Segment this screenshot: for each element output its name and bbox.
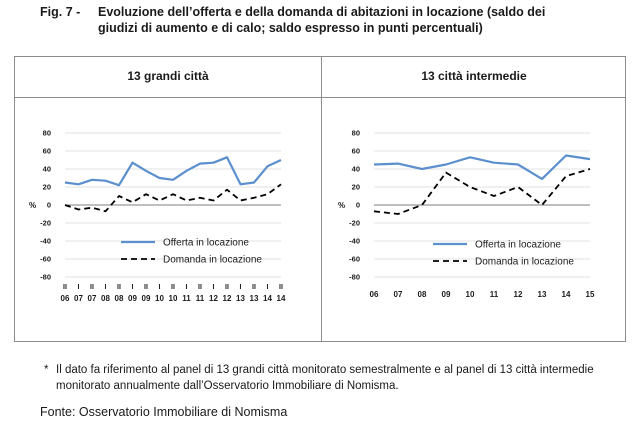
x-tick-label: 13: [538, 290, 547, 299]
x-tick-period-label: II: [198, 284, 202, 291]
y-tick-label: -40: [40, 237, 51, 246]
x-tick-period-label: I: [213, 284, 215, 291]
x-tick-label: 14: [562, 290, 571, 299]
legend-label: Offerta in locazione: [475, 240, 561, 251]
footnote: * Il dato fa riferimento al panel di 13 …: [44, 362, 626, 394]
x-tick-period-label: II: [279, 284, 283, 291]
figure-number: Fig. 7 -: [40, 5, 81, 19]
x-tick-period-label: I: [78, 284, 80, 291]
footnote-marker: *: [44, 364, 49, 376]
x-tick-period-label: II: [90, 284, 94, 291]
x-tick-label: 14: [263, 294, 272, 303]
x-tick-label: 08: [101, 294, 110, 303]
charts-canvas: 80 60 40 20 0 -20 -40 -60 -80% 06 07 07 08 08 09 09 10 10…: [29, 129, 595, 304]
x-tick-label: 11: [196, 294, 205, 303]
x-tick-period-label: I: [132, 284, 134, 291]
x-tick-period-label: II: [144, 284, 148, 291]
x-tick-label: 10: [155, 294, 164, 303]
x-tick-period-label: I: [186, 284, 188, 291]
x-tick-label: 09: [142, 294, 151, 303]
panel-title-citta-intermedie: 13 città intermedie: [421, 69, 527, 83]
y-tick-label: -20: [40, 219, 51, 228]
legend-label: Offerta in locazione: [163, 238, 249, 249]
x-tick-period-label: I: [159, 284, 161, 291]
x-tick-label: 09: [442, 290, 451, 299]
x-tick-label: 13: [250, 294, 259, 303]
x-tick-period-label: II: [117, 284, 121, 291]
y-tick-label: 40: [43, 165, 51, 174]
x-tick-period-label: I: [240, 284, 242, 291]
source-line: Fonte: Osservatorio Immobiliare di Nomis…: [40, 405, 288, 419]
y-tick-label: 60: [43, 147, 51, 156]
y-tick-label: 60: [352, 147, 360, 156]
panel-title-grandi-citta: 13 grandi città: [127, 69, 209, 83]
series-line-offerta: [64, 156, 282, 187]
y-tick-label: -60: [349, 255, 360, 264]
header-separator: [15, 97, 625, 98]
x-tick-label: 10: [466, 290, 475, 299]
y-tick-label: -60: [40, 255, 51, 264]
x-tick-period-label: I: [267, 284, 269, 291]
x-tick-label: 07: [394, 290, 403, 299]
y-tick-label: -80: [40, 273, 51, 282]
x-tick-label: 07: [88, 294, 97, 303]
y-tick-label: 40: [352, 165, 360, 174]
y-tick-label: 0: [356, 201, 360, 210]
x-tick-label: 06: [370, 290, 379, 299]
x-tick-label: 13: [236, 294, 245, 303]
x-tick-label: 11: [182, 294, 191, 303]
x-tick-label: 12: [514, 290, 523, 299]
y-tick-label: 20: [352, 183, 360, 192]
legend-label: Domanda in locazione: [163, 255, 262, 266]
x-tick-label: 08: [115, 294, 124, 303]
y-tick-label: 80: [43, 129, 51, 138]
series-line-domanda: [373, 168, 591, 215]
y-tick-label: 20: [43, 183, 51, 192]
series-line-offerta: [373, 154, 591, 181]
y-tick-label: -40: [349, 237, 360, 246]
figure-title: Fig. 7 - Evoluzione dell’offerta e della …: [40, 4, 630, 36]
x-tick-label: 14: [277, 294, 286, 303]
figure-title-line-1: Evoluzione dell’offerta e della domanda …: [98, 5, 546, 19]
x-tick-period-label: II: [63, 284, 67, 291]
x-tick-label: 08: [418, 290, 427, 299]
y-axis-label: %: [29, 201, 36, 210]
panel-divider: [321, 57, 322, 341]
x-tick-period-label: II: [171, 284, 175, 291]
x-tick-label: 06: [61, 294, 70, 303]
legend-label: Domanda in locazione: [475, 257, 574, 268]
x-tick-label: 12: [223, 294, 232, 303]
y-tick-label: 0: [47, 201, 51, 210]
x-tick-label: 07: [74, 294, 83, 303]
y-tick-label: 80: [352, 129, 360, 138]
x-tick-period-label: II: [252, 284, 256, 291]
footnote-text: Il dato fa riferimento al panel di 13 gr…: [56, 364, 594, 392]
chart-frame: 13 grandi città 13 città intermedie 80 60…: [14, 56, 626, 342]
y-tick-label: -20: [349, 219, 360, 228]
y-axis-label: %: [338, 201, 345, 210]
x-tick-label: 09: [128, 294, 137, 303]
y-tick-label: -80: [349, 273, 360, 282]
x-tick-label: 12: [209, 294, 218, 303]
x-tick-label: 11: [490, 290, 499, 299]
x-tick-label: 10: [169, 294, 178, 303]
x-tick-label: 15: [586, 290, 595, 299]
figure-title-line-2: giudizi di aumento e di calo; saldo espr…: [98, 21, 483, 35]
x-tick-period-label: I: [105, 284, 107, 291]
series-line-domanda: [64, 183, 282, 213]
x-tick-period-label: II: [225, 284, 229, 291]
